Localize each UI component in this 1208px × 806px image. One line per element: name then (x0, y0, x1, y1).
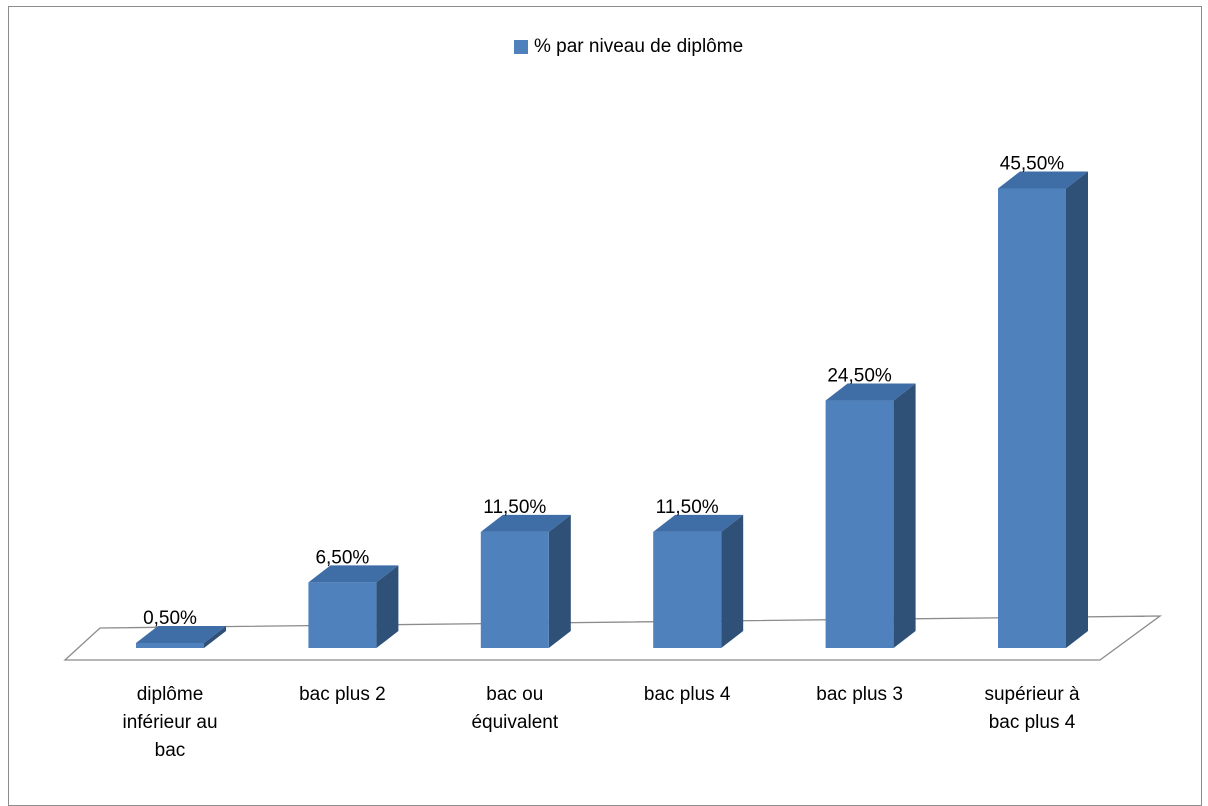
data-label-6: 45,50% (1000, 153, 1065, 174)
legend-label: % par niveau de diplôme (534, 36, 744, 57)
category-label-5: bac plus 3 (816, 684, 903, 705)
bar-4 (653, 531, 722, 648)
bar-chart: 0,50% diplôme inférieur au bac 6,50% bac plus… (63, 153, 1163, 761)
bar-side-5 (893, 383, 916, 648)
chart-legend: % par niveau de diplôme (514, 36, 743, 58)
bar-side-3 (548, 514, 571, 648)
bar-5 (825, 400, 894, 648)
data-label-4: 11,50% (656, 497, 719, 518)
bar-side-1 (204, 625, 226, 648)
bar-top-1 (136, 625, 226, 643)
data-label-5: 24,50% (827, 366, 892, 387)
category-label-1: diplôme inférieur au bac (122, 684, 217, 761)
category-label-4: bac plus 4 (644, 684, 731, 705)
bar-top-6 (998, 171, 1088, 189)
bar-3 (480, 531, 549, 648)
bar-side-6 (1066, 171, 1088, 648)
bar-2 (308, 582, 377, 648)
bar-side-2 (376, 565, 399, 648)
category-label-6: supérieur à bac plus 4 (984, 684, 1079, 733)
bar-side-4 (721, 514, 744, 648)
data-label-3: 11,50% (483, 497, 546, 518)
bar-top-5 (825, 383, 916, 401)
bar-1 (136, 642, 204, 648)
category-label-3: bac ou équivalent (471, 684, 558, 733)
bar-top-3 (480, 514, 571, 532)
data-label-1: 0,50% (143, 608, 197, 629)
bar-top-4 (653, 514, 744, 532)
floor-plane (63, 615, 1163, 661)
legend-swatch (514, 40, 528, 54)
bar-6 (998, 188, 1066, 648)
category-label-2: bac plus 2 (299, 684, 386, 705)
bar-top-2 (308, 565, 399, 583)
data-label-2: 6,50% (315, 547, 369, 568)
